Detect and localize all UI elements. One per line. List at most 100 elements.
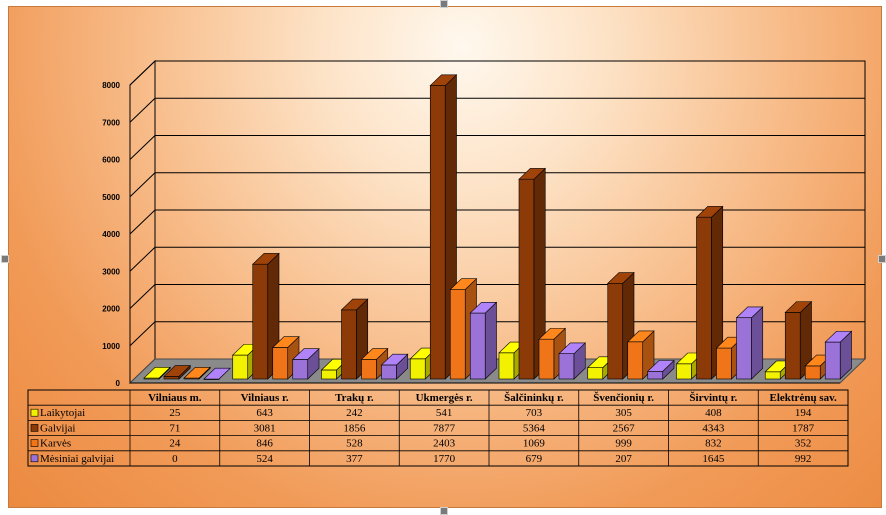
bar-Mėsiniai galvijai-Švenčionių r. <box>647 359 675 380</box>
x-tick-label: Trakų r. <box>335 392 374 404</box>
gridline <box>129 284 865 309</box>
bar-front <box>232 354 249 380</box>
gridline <box>129 135 865 160</box>
y-tick-label: 1000 <box>102 342 120 351</box>
bar-top <box>380 353 409 366</box>
data-table <box>27 389 849 467</box>
data-label: 71 <box>169 422 180 434</box>
bar-top <box>518 168 546 180</box>
bar-front <box>764 371 781 380</box>
data-label: 3081 <box>254 422 276 434</box>
bar-front <box>824 341 841 380</box>
bar-Mėsiniai galvijai-Vilniaus m. <box>203 367 231 380</box>
bar-front <box>469 312 486 380</box>
y-tick-label: 5000 <box>102 193 120 202</box>
data-label: 377 <box>346 453 363 465</box>
bar-front <box>587 367 604 380</box>
bar-front <box>558 353 575 380</box>
bar-front <box>676 363 692 380</box>
y-tick-label: 7000 <box>102 118 120 127</box>
bar-Mėsiniai galvijai-Trakų r. <box>380 353 409 380</box>
bar-top <box>784 301 813 313</box>
bar-top <box>558 342 586 355</box>
bar-Mėsiniai galvijai-Vilniaus r. <box>292 347 320 380</box>
gridline <box>129 172 865 198</box>
y-tick-label: 4000 <box>102 230 120 239</box>
bar-top <box>469 301 498 314</box>
bar-top <box>735 306 764 319</box>
resize-handle-left[interactable] <box>1 255 9 263</box>
bar-front <box>518 178 535 380</box>
legend-swatch <box>30 454 39 463</box>
bar-top <box>183 367 211 379</box>
legend-swatch <box>30 408 39 417</box>
legend-swatch <box>30 439 39 447</box>
bar-top <box>824 330 853 343</box>
data-label: 2567 <box>613 422 636 434</box>
data-label: 846 <box>256 438 273 450</box>
y-tick-label: 8000 <box>102 81 120 90</box>
bar-Karvės-Švenčionių r. <box>627 330 655 380</box>
legend-entry: Karvės <box>40 438 71 450</box>
data-label: 408 <box>705 407 722 419</box>
x-tick-label: Švenčionių r. <box>593 391 654 404</box>
data-label: 0 <box>172 453 178 465</box>
data-label: 5364 <box>523 422 546 434</box>
data-label: 703 <box>526 407 543 419</box>
gridline <box>129 60 865 86</box>
data-label: 643 <box>256 407 273 419</box>
bar-front <box>538 338 555 380</box>
data-label: 24 <box>169 438 181 450</box>
data-label: 1069 <box>523 438 546 450</box>
bar-front <box>252 263 269 380</box>
legend-swatch <box>30 424 39 432</box>
data-label: 305 <box>615 407 632 419</box>
x-tick-label: Elektrėnų sav. <box>770 392 837 404</box>
data-label: 541 <box>436 407 453 419</box>
data-label: 194 <box>795 407 812 419</box>
bar-front <box>341 309 357 380</box>
data-label: 999 <box>615 438 632 450</box>
data-label: 832 <box>705 438 722 450</box>
bar-front <box>381 364 397 380</box>
data-label: 528 <box>346 438 363 450</box>
y-tick-label: 0 <box>116 379 121 388</box>
bar-front <box>784 312 801 380</box>
bar-front <box>429 85 446 380</box>
bar-front <box>163 376 180 380</box>
x-tick-label: Vilniaus r. <box>241 392 289 404</box>
bar-Galvijai-Vilniaus m. <box>163 364 191 380</box>
data-label: 1770 <box>433 453 456 465</box>
resize-handle-top[interactable] <box>440 0 448 8</box>
bar-top <box>252 253 280 265</box>
bar-front <box>736 317 752 380</box>
data-label: 7877 <box>433 422 456 434</box>
bar-top <box>538 328 566 340</box>
bar-front <box>804 365 821 380</box>
bar-front <box>716 347 732 380</box>
bar-top <box>203 367 231 380</box>
data-label: 352 <box>795 438 812 450</box>
bar-front <box>321 369 337 380</box>
data-label: 4343 <box>702 422 725 434</box>
y-tick-label: 3000 <box>102 267 120 276</box>
data-label: 524 <box>256 453 273 465</box>
bar-top <box>627 330 655 343</box>
bar-Mėsiniai galvijai-Ukmergės r. <box>469 301 498 380</box>
bar-front <box>292 359 309 380</box>
bar-Galvijai-Širvintų r. <box>695 205 724 380</box>
bar-top <box>143 366 171 379</box>
bar-Mėsiniai galvijai-Elektrėnų sav. <box>824 330 853 380</box>
bar-front <box>607 283 624 380</box>
bar-front <box>647 370 664 380</box>
bar-front <box>409 358 426 380</box>
bar-front <box>361 359 377 380</box>
gridline <box>129 246 865 272</box>
bar-front <box>696 216 712 380</box>
data-label: 2403 <box>433 438 456 450</box>
bar-top <box>272 336 300 348</box>
bar-top <box>647 360 675 372</box>
bar-top <box>429 74 458 86</box>
